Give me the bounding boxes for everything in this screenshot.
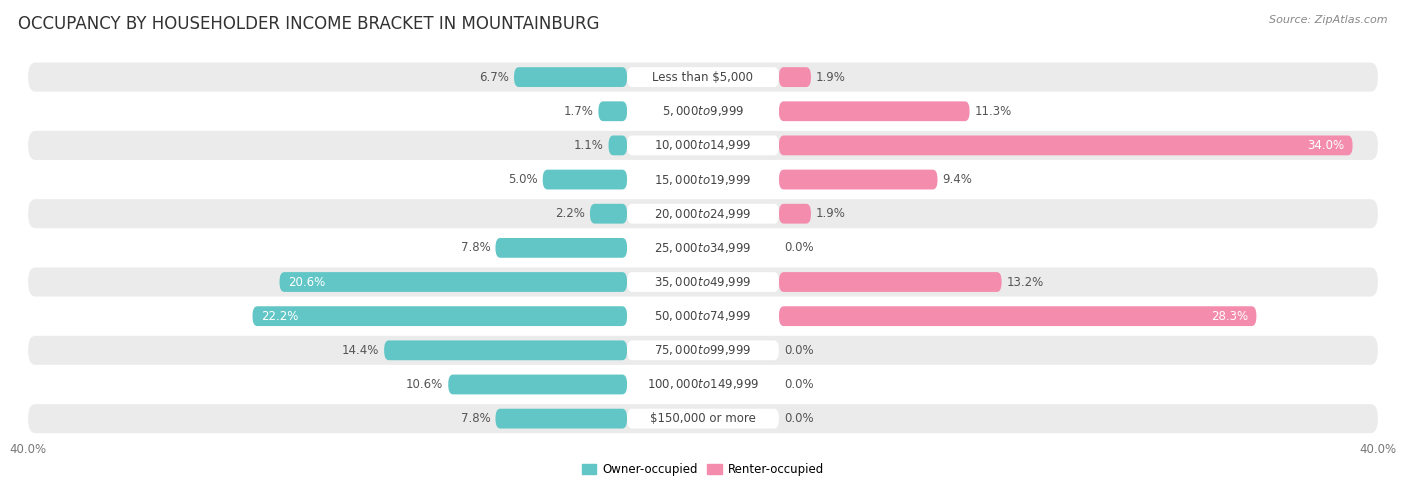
Text: 0.0%: 0.0% <box>785 378 814 391</box>
Text: $150,000 or more: $150,000 or more <box>650 412 756 425</box>
Text: $20,000 to $24,999: $20,000 to $24,999 <box>654 207 752 221</box>
Text: 10.6%: 10.6% <box>406 378 443 391</box>
Text: 0.0%: 0.0% <box>785 242 814 254</box>
FancyBboxPatch shape <box>627 306 779 326</box>
Text: 22.2%: 22.2% <box>262 310 298 323</box>
FancyBboxPatch shape <box>779 136 1353 156</box>
Text: 34.0%: 34.0% <box>1308 139 1344 152</box>
FancyBboxPatch shape <box>28 302 1378 330</box>
FancyBboxPatch shape <box>28 131 1378 160</box>
FancyBboxPatch shape <box>627 409 779 429</box>
Text: 5.0%: 5.0% <box>508 173 537 186</box>
Text: OCCUPANCY BY HOUSEHOLDER INCOME BRACKET IN MOUNTAINBURG: OCCUPANCY BY HOUSEHOLDER INCOME BRACKET … <box>18 15 600 33</box>
FancyBboxPatch shape <box>28 165 1378 194</box>
FancyBboxPatch shape <box>28 404 1378 433</box>
FancyBboxPatch shape <box>543 170 627 190</box>
FancyBboxPatch shape <box>779 67 811 87</box>
Text: 7.8%: 7.8% <box>461 412 491 425</box>
FancyBboxPatch shape <box>28 267 1378 296</box>
FancyBboxPatch shape <box>28 199 1378 228</box>
Legend: Owner-occupied, Renter-occupied: Owner-occupied, Renter-occupied <box>578 458 828 481</box>
Text: 20.6%: 20.6% <box>288 276 325 289</box>
FancyBboxPatch shape <box>779 102 970 121</box>
FancyBboxPatch shape <box>280 272 627 292</box>
FancyBboxPatch shape <box>599 102 627 121</box>
Text: $75,000 to $99,999: $75,000 to $99,999 <box>654 343 752 357</box>
Text: 7.8%: 7.8% <box>461 242 491 254</box>
FancyBboxPatch shape <box>779 204 811 224</box>
FancyBboxPatch shape <box>253 306 627 326</box>
FancyBboxPatch shape <box>627 272 779 292</box>
Text: 1.9%: 1.9% <box>815 207 846 220</box>
Text: 1.9%: 1.9% <box>815 70 846 84</box>
Text: 0.0%: 0.0% <box>785 344 814 357</box>
FancyBboxPatch shape <box>627 340 779 360</box>
FancyBboxPatch shape <box>28 336 1378 365</box>
FancyBboxPatch shape <box>384 340 627 360</box>
FancyBboxPatch shape <box>627 136 779 156</box>
FancyBboxPatch shape <box>495 238 627 258</box>
FancyBboxPatch shape <box>627 170 779 190</box>
Text: $50,000 to $74,999: $50,000 to $74,999 <box>654 309 752 323</box>
FancyBboxPatch shape <box>28 97 1378 126</box>
Text: 14.4%: 14.4% <box>342 344 380 357</box>
FancyBboxPatch shape <box>627 204 779 224</box>
Text: 1.1%: 1.1% <box>574 139 603 152</box>
Text: 9.4%: 9.4% <box>942 173 973 186</box>
FancyBboxPatch shape <box>28 233 1378 262</box>
FancyBboxPatch shape <box>28 370 1378 399</box>
FancyBboxPatch shape <box>627 238 779 258</box>
Text: 2.2%: 2.2% <box>555 207 585 220</box>
FancyBboxPatch shape <box>779 170 938 190</box>
FancyBboxPatch shape <box>28 63 1378 92</box>
Text: $25,000 to $34,999: $25,000 to $34,999 <box>654 241 752 255</box>
FancyBboxPatch shape <box>449 375 627 394</box>
FancyBboxPatch shape <box>779 306 1257 326</box>
Text: 13.2%: 13.2% <box>1007 276 1043 289</box>
FancyBboxPatch shape <box>779 272 1001 292</box>
FancyBboxPatch shape <box>627 67 779 87</box>
Text: 0.0%: 0.0% <box>785 412 814 425</box>
Text: $5,000 to $9,999: $5,000 to $9,999 <box>662 104 744 118</box>
FancyBboxPatch shape <box>515 67 627 87</box>
FancyBboxPatch shape <box>495 409 627 429</box>
Text: 6.7%: 6.7% <box>479 70 509 84</box>
Text: $15,000 to $19,999: $15,000 to $19,999 <box>654 173 752 187</box>
Text: $100,000 to $149,999: $100,000 to $149,999 <box>647 378 759 391</box>
FancyBboxPatch shape <box>609 136 627 156</box>
FancyBboxPatch shape <box>591 204 627 224</box>
Text: 11.3%: 11.3% <box>974 105 1012 118</box>
FancyBboxPatch shape <box>627 375 779 394</box>
Text: 1.7%: 1.7% <box>564 105 593 118</box>
FancyBboxPatch shape <box>627 102 779 121</box>
Text: Source: ZipAtlas.com: Source: ZipAtlas.com <box>1270 15 1388 25</box>
Text: $35,000 to $49,999: $35,000 to $49,999 <box>654 275 752 289</box>
Text: $10,000 to $14,999: $10,000 to $14,999 <box>654 139 752 153</box>
Text: Less than $5,000: Less than $5,000 <box>652 70 754 84</box>
Text: 28.3%: 28.3% <box>1211 310 1249 323</box>
